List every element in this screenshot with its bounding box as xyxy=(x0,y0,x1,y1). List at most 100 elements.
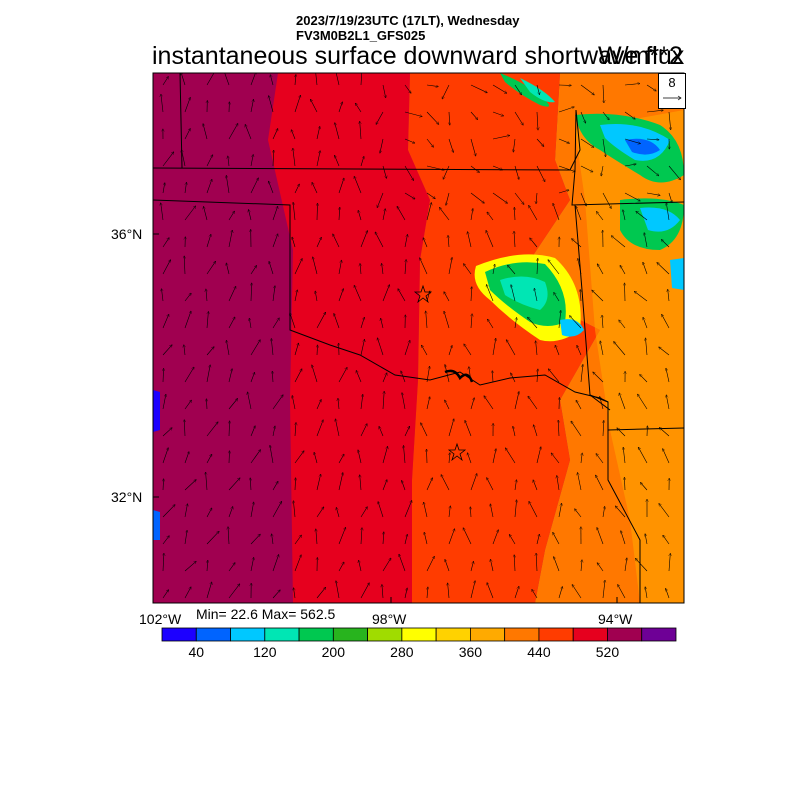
wind-vector-arrow xyxy=(490,504,494,518)
wind-vector-arrow xyxy=(548,369,560,383)
wind-vector-arrow xyxy=(553,532,560,545)
wind-vector-arrow xyxy=(511,285,516,302)
wind-vector-arrow xyxy=(360,339,365,356)
wind-vector-arrow xyxy=(162,289,164,302)
wind-vector-arrow xyxy=(426,138,434,147)
wind-vector-arrow xyxy=(273,150,274,167)
wind-vector-arrow xyxy=(575,509,582,518)
wind-vector-arrow xyxy=(184,452,189,464)
wind-vector-arrow xyxy=(513,426,516,437)
wind-vector-arrow xyxy=(339,207,340,221)
wind-vector-arrow xyxy=(293,202,296,221)
wind-vector-arrow xyxy=(467,453,472,464)
wind-vector-arrow xyxy=(250,266,257,275)
wind-vector-arrow xyxy=(636,211,648,221)
wind-vector-arrow xyxy=(382,585,383,599)
wind-vector-arrow xyxy=(663,535,670,545)
wind-vector-arrow xyxy=(468,232,472,248)
wind-vector-arrow xyxy=(558,138,570,143)
wind-vector-arrow xyxy=(250,478,251,491)
wind-vector-arrow xyxy=(360,394,363,410)
wind-vector-arrow xyxy=(536,553,537,572)
wind-vector-arrow xyxy=(316,237,321,248)
wind-vector-arrow xyxy=(335,155,340,167)
wind-vector-arrow xyxy=(206,422,218,437)
wind-vector-arrow xyxy=(226,263,230,275)
wind-vector-arrow xyxy=(338,562,344,572)
wind-vector-arrow xyxy=(360,507,367,518)
wind-vector-arrow xyxy=(250,502,254,518)
wind-vector-arrow xyxy=(572,239,582,248)
wind-vector-arrow xyxy=(251,283,252,302)
wind-vector-arrow xyxy=(184,367,194,383)
wind-vector-arrow xyxy=(358,210,362,221)
wind-vector-arrow xyxy=(533,480,538,491)
wind-vector-arrow xyxy=(228,230,232,248)
wind-vector-arrow xyxy=(645,534,648,545)
wind-vector-arrow xyxy=(310,99,318,113)
wind-vector-arrow xyxy=(312,182,318,194)
wind-vector-arrow xyxy=(449,453,450,464)
wind-vector-arrow xyxy=(492,111,504,116)
wind-vector-arrow xyxy=(445,559,450,572)
wind-vector-arrow xyxy=(404,588,407,599)
wind-vector-arrow xyxy=(470,581,475,599)
wind-vector-arrow xyxy=(646,139,659,140)
wind-vector-arrow xyxy=(383,532,384,545)
wind-vector-arrow xyxy=(624,84,640,86)
lon-label-102w: 102°W xyxy=(139,611,182,627)
wind-vector-arrow xyxy=(226,340,230,356)
wind-vector-arrow xyxy=(248,392,252,410)
wind-vector-arrow xyxy=(668,289,669,302)
wind-vector-arrow xyxy=(601,165,604,176)
wind-vector-arrow xyxy=(420,258,428,275)
wind-vector-arrow xyxy=(317,203,318,221)
wind-vector-arrow xyxy=(487,212,494,221)
wind-vector-arrow xyxy=(646,192,660,195)
wind-vector-arrow xyxy=(592,290,604,302)
wind-vector-arrow xyxy=(162,345,172,356)
wind-vector-arrow xyxy=(490,559,494,572)
river-segment xyxy=(444,369,474,383)
wind-vector-arrow xyxy=(426,111,439,124)
wind-vector-arrow xyxy=(463,528,472,545)
wind-vector-arrow xyxy=(668,111,671,130)
wind-vector-arrow xyxy=(338,527,346,545)
wind-vector-arrow xyxy=(448,419,454,437)
wind-vector-arrow xyxy=(314,452,318,464)
wind-vector-arrow xyxy=(203,124,208,140)
wind-vector-arrow xyxy=(162,505,175,518)
wind-vector-arrow xyxy=(619,393,626,410)
wind-vector-arrow xyxy=(600,341,604,356)
wind-vector-arrow xyxy=(228,211,235,221)
wind-vector-arrow xyxy=(514,231,515,248)
wind-vector-arrow xyxy=(515,480,517,491)
wind-vector-arrow xyxy=(596,454,604,464)
colorbar-swatch xyxy=(161,627,197,642)
wind-vector-arrow xyxy=(470,474,477,491)
wind-vector-arrow xyxy=(663,449,670,464)
wind-vector-arrow xyxy=(272,371,273,383)
units-label: W/m**2 xyxy=(598,42,683,70)
wind-vector-arrow xyxy=(206,472,207,491)
wind-vector-arrow xyxy=(163,479,164,491)
wind-vector-arrow xyxy=(316,312,326,329)
wind-vector-arrow xyxy=(580,165,593,172)
wind-vector-arrow xyxy=(272,206,278,221)
wind-vector-arrow xyxy=(272,481,278,491)
wind-vector-arrow xyxy=(487,319,494,329)
wind-vector-arrow xyxy=(381,318,384,329)
wind-vector-arrow xyxy=(625,283,626,302)
wind-vector-arrow xyxy=(404,234,408,248)
wind-vector-arrow xyxy=(558,420,559,437)
wind-vector-arrow xyxy=(356,370,362,383)
wind-vector-arrow xyxy=(312,365,318,383)
wind-vector-arrow xyxy=(576,206,582,221)
min-max-stats: Min= 22.6 Max= 562.5 xyxy=(196,606,336,622)
wind-vector-arrow xyxy=(448,345,452,356)
wind-vector-arrow xyxy=(536,165,545,182)
wind-vector-arrow xyxy=(295,478,296,491)
wind-vector-arrow xyxy=(514,500,517,518)
wind-vector-arrow xyxy=(536,138,544,147)
wind-vector-arrow xyxy=(534,288,538,302)
